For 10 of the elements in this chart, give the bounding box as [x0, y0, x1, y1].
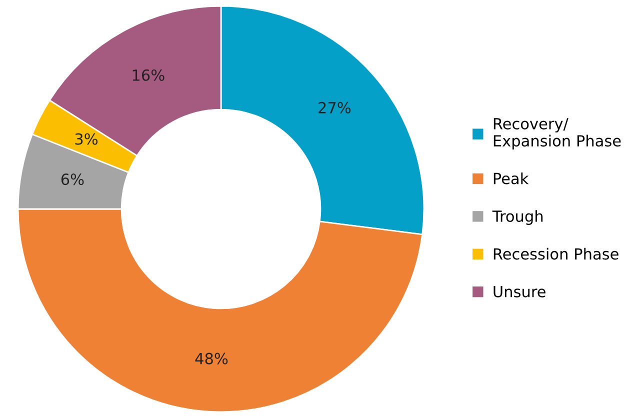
legend-label: Peak [494, 172, 529, 184]
legend-label: Trough [492, 210, 543, 225]
data-label: 3% [75, 133, 98, 145]
legend-label: Unsure [494, 286, 546, 298]
data-label: 27% [318, 102, 351, 114]
data-label: 6% [61, 174, 84, 186]
legend-label: Recession Phase [494, 248, 618, 260]
data-label: 48% [195, 352, 228, 364]
legend-label: Recovery/ Expansion Phase [494, 118, 621, 150]
data-label: 16% [132, 69, 164, 81]
